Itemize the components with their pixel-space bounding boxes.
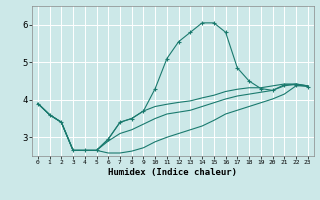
X-axis label: Humidex (Indice chaleur): Humidex (Indice chaleur) xyxy=(108,168,237,177)
